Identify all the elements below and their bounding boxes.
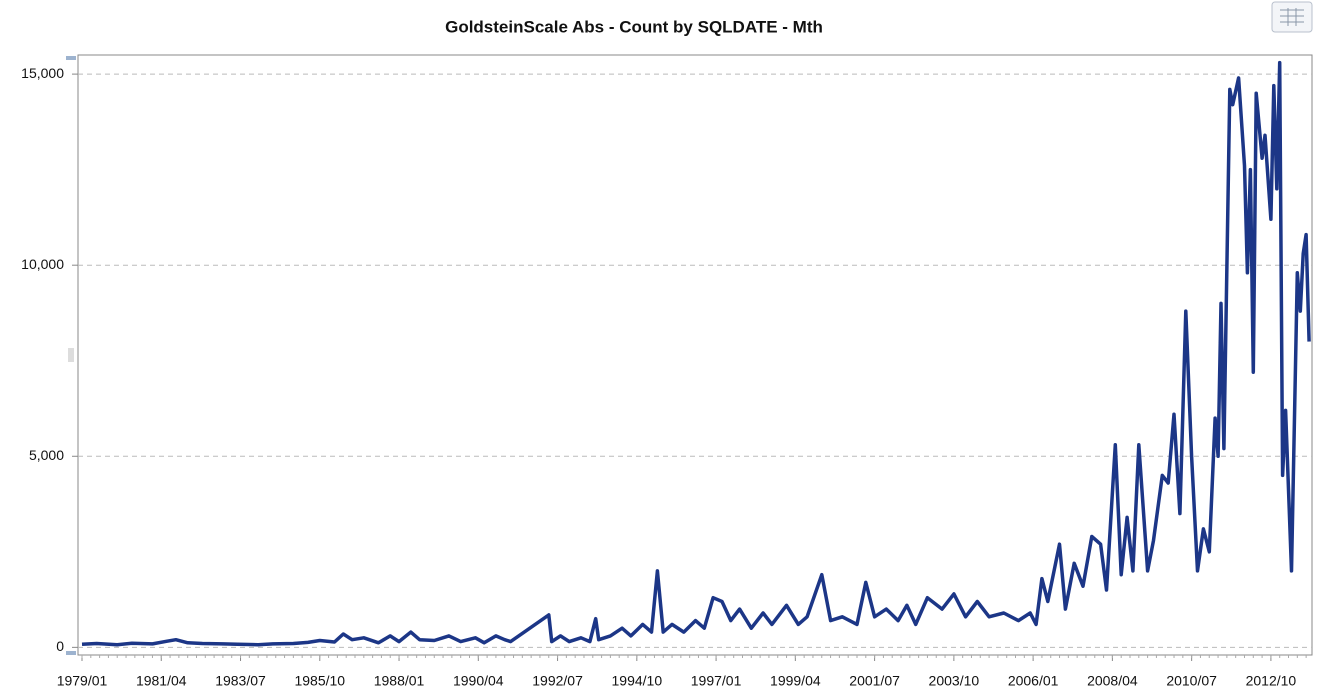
x-tick-label: 1981/04 bbox=[136, 673, 187, 689]
plot-frame bbox=[77, 54, 1313, 656]
y-tick-label: 10,000 bbox=[21, 256, 64, 272]
x-tick-label: 1988/01 bbox=[374, 673, 425, 689]
x-tick-label: 1997/01 bbox=[691, 673, 742, 689]
x-tick-label: 2008/04 bbox=[1087, 673, 1138, 689]
x-tick-label: 1990/04 bbox=[453, 673, 504, 689]
x-tick-label: 1983/07 bbox=[215, 673, 266, 689]
scroll-handle[interactable] bbox=[66, 56, 76, 60]
data-line bbox=[81, 60, 1311, 647]
y-tick-label: 15,000 bbox=[21, 65, 64, 81]
scroll-handle[interactable] bbox=[66, 651, 76, 655]
scroll-grip[interactable] bbox=[68, 348, 74, 362]
y-tick-label: 5,000 bbox=[29, 447, 64, 463]
x-tick-label: 1985/10 bbox=[294, 673, 345, 689]
x-tick-label: 2010/07 bbox=[1166, 673, 1217, 689]
x-tick-label: 2006/01 bbox=[1008, 673, 1059, 689]
table-icon[interactable] bbox=[1271, 1, 1313, 33]
x-tick-label: 1999/04 bbox=[770, 673, 821, 689]
x-tick-label: 2001/07 bbox=[849, 673, 900, 689]
x-tick-label: 1994/10 bbox=[612, 673, 663, 689]
x-tick-label: 1992/07 bbox=[532, 673, 583, 689]
x-tick-label: 2003/10 bbox=[929, 673, 980, 689]
x-tick-label: 1979/01 bbox=[57, 673, 108, 689]
x-tick-label: 2012/10 bbox=[1246, 673, 1297, 689]
y-tick-label: 0 bbox=[56, 638, 64, 654]
chart-title: GoldsteinScale Abs - Count by SQLDATE - … bbox=[445, 17, 823, 36]
